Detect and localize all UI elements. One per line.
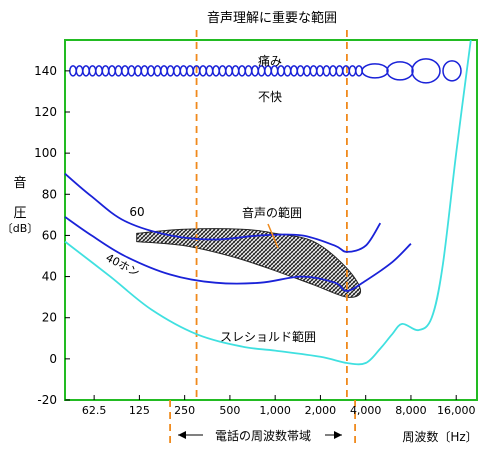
speech-important-range-label: 音声理解に重要な範囲 (207, 10, 337, 26)
pain-band-loop (121, 65, 129, 77)
y-tick-label: 20 (42, 311, 57, 325)
pain-band-loop (342, 65, 350, 77)
pain-label: 痛み (258, 53, 282, 68)
pain-band-loop (199, 65, 207, 77)
pain-band-loop (386, 61, 414, 81)
pain-band-loop (166, 65, 175, 77)
telephone-band-arrow-right (334, 431, 342, 439)
pain-band-loop (218, 65, 227, 77)
pain-band-loop (335, 65, 344, 77)
y-axis-label-char-2: 圧 (13, 206, 26, 221)
telephone-band-arrow-left (178, 431, 186, 439)
pain-band-loop (355, 65, 363, 77)
pain-band-loop (283, 65, 292, 77)
pain-band-loop (147, 65, 155, 77)
label-60: 60 (129, 205, 144, 219)
pain-band-loop (114, 65, 123, 77)
pain-band-loop (186, 65, 194, 77)
pain-band-loop (69, 65, 77, 77)
pain-band-loop (411, 58, 441, 84)
pain-band-loop (238, 65, 246, 77)
x-tick-label: 250 (174, 404, 195, 417)
pain-band-loop (212, 65, 220, 77)
pain-threshold-layer (69, 58, 462, 84)
x-axis-ticks: 62.5 125 250 500 1,000 2,000 4,000 8,000 16,000 (82, 395, 476, 417)
discomfort-label: 不快 (258, 90, 282, 104)
pain-band-loop (101, 65, 110, 77)
series-line-1 (64, 173, 382, 253)
telephone-band-label-bg (203, 426, 325, 444)
x-axis-label: 周波数〔Hz〕 (402, 429, 477, 444)
pain-band-loop (88, 65, 97, 77)
x-tick-label: 62.5 (82, 404, 107, 417)
x-tick-label: 500 (219, 404, 240, 417)
x-tick-label: 1,000 (259, 404, 291, 417)
pain-band-loop (225, 65, 233, 77)
y-tick-label: 120 (34, 105, 57, 119)
pain-band-loop (309, 65, 318, 77)
pain-band-loop (160, 65, 168, 77)
y-tick-label: 140 (34, 64, 57, 78)
x-tick-label: 125 (129, 404, 150, 417)
telephone-band-label: 電話の周波数帯域 (215, 428, 311, 443)
pain-band-loop (303, 65, 311, 77)
pain-band-loop (316, 65, 324, 77)
speech-area-region (136, 228, 362, 298)
speech-range-lines (169, 30, 356, 446)
series-layer (64, 39, 472, 366)
pain-band-loop (140, 65, 149, 77)
x-tick-label: 2,000 (305, 404, 337, 417)
speech-area-label: 音声の範囲 (242, 205, 302, 220)
x-tick-label: 16,000 (437, 404, 476, 417)
pain-band-loop (442, 60, 462, 82)
speech-area-pointer (267, 223, 279, 249)
pain-band-loop (173, 65, 181, 77)
pain-band-loop (179, 65, 188, 77)
x-tick-label: 4,000 (350, 404, 382, 417)
y-axis-label-char-1: 音 (13, 175, 26, 191)
pain-band-loop (95, 65, 103, 77)
threshold-label: スレショルド範囲 (220, 329, 316, 344)
y-tick-label: 40 (42, 270, 57, 284)
pain-band-loop (296, 65, 305, 77)
series-line-3 (64, 39, 472, 366)
pain-band-loop (82, 65, 90, 77)
pain-band-loop (361, 63, 389, 79)
pain-band-loop (290, 65, 298, 77)
y-axis-ticks: -20 0 20 40 60 80 100 120 140 (34, 64, 70, 407)
x-tick-label: 8,000 (395, 404, 427, 417)
pain-band-loop (322, 65, 331, 77)
plot-frame (64, 39, 478, 401)
y-axis-label-unit: 〔dB〕 (2, 222, 39, 235)
y-tick-label: 60 (42, 228, 57, 242)
pain-band-loop (127, 65, 136, 77)
pain-band-loop (134, 65, 142, 77)
series-line-2 (64, 216, 412, 292)
pain-band-loop (153, 65, 162, 77)
pain-band-loop (244, 65, 253, 77)
pain-band-loop (231, 65, 240, 77)
y-tick-label: 80 (42, 187, 57, 201)
y-tick-label: 0 (49, 352, 57, 366)
y-tick-label: -20 (37, 393, 57, 407)
pain-band-loop (348, 65, 357, 77)
pain-band-loop (329, 65, 337, 77)
y-tick-label: 100 (34, 146, 57, 160)
pain-band-loop (75, 65, 84, 77)
pain-band-loop (108, 65, 116, 77)
pain-band-loop (205, 65, 214, 77)
speech-area-layer (136, 228, 362, 298)
